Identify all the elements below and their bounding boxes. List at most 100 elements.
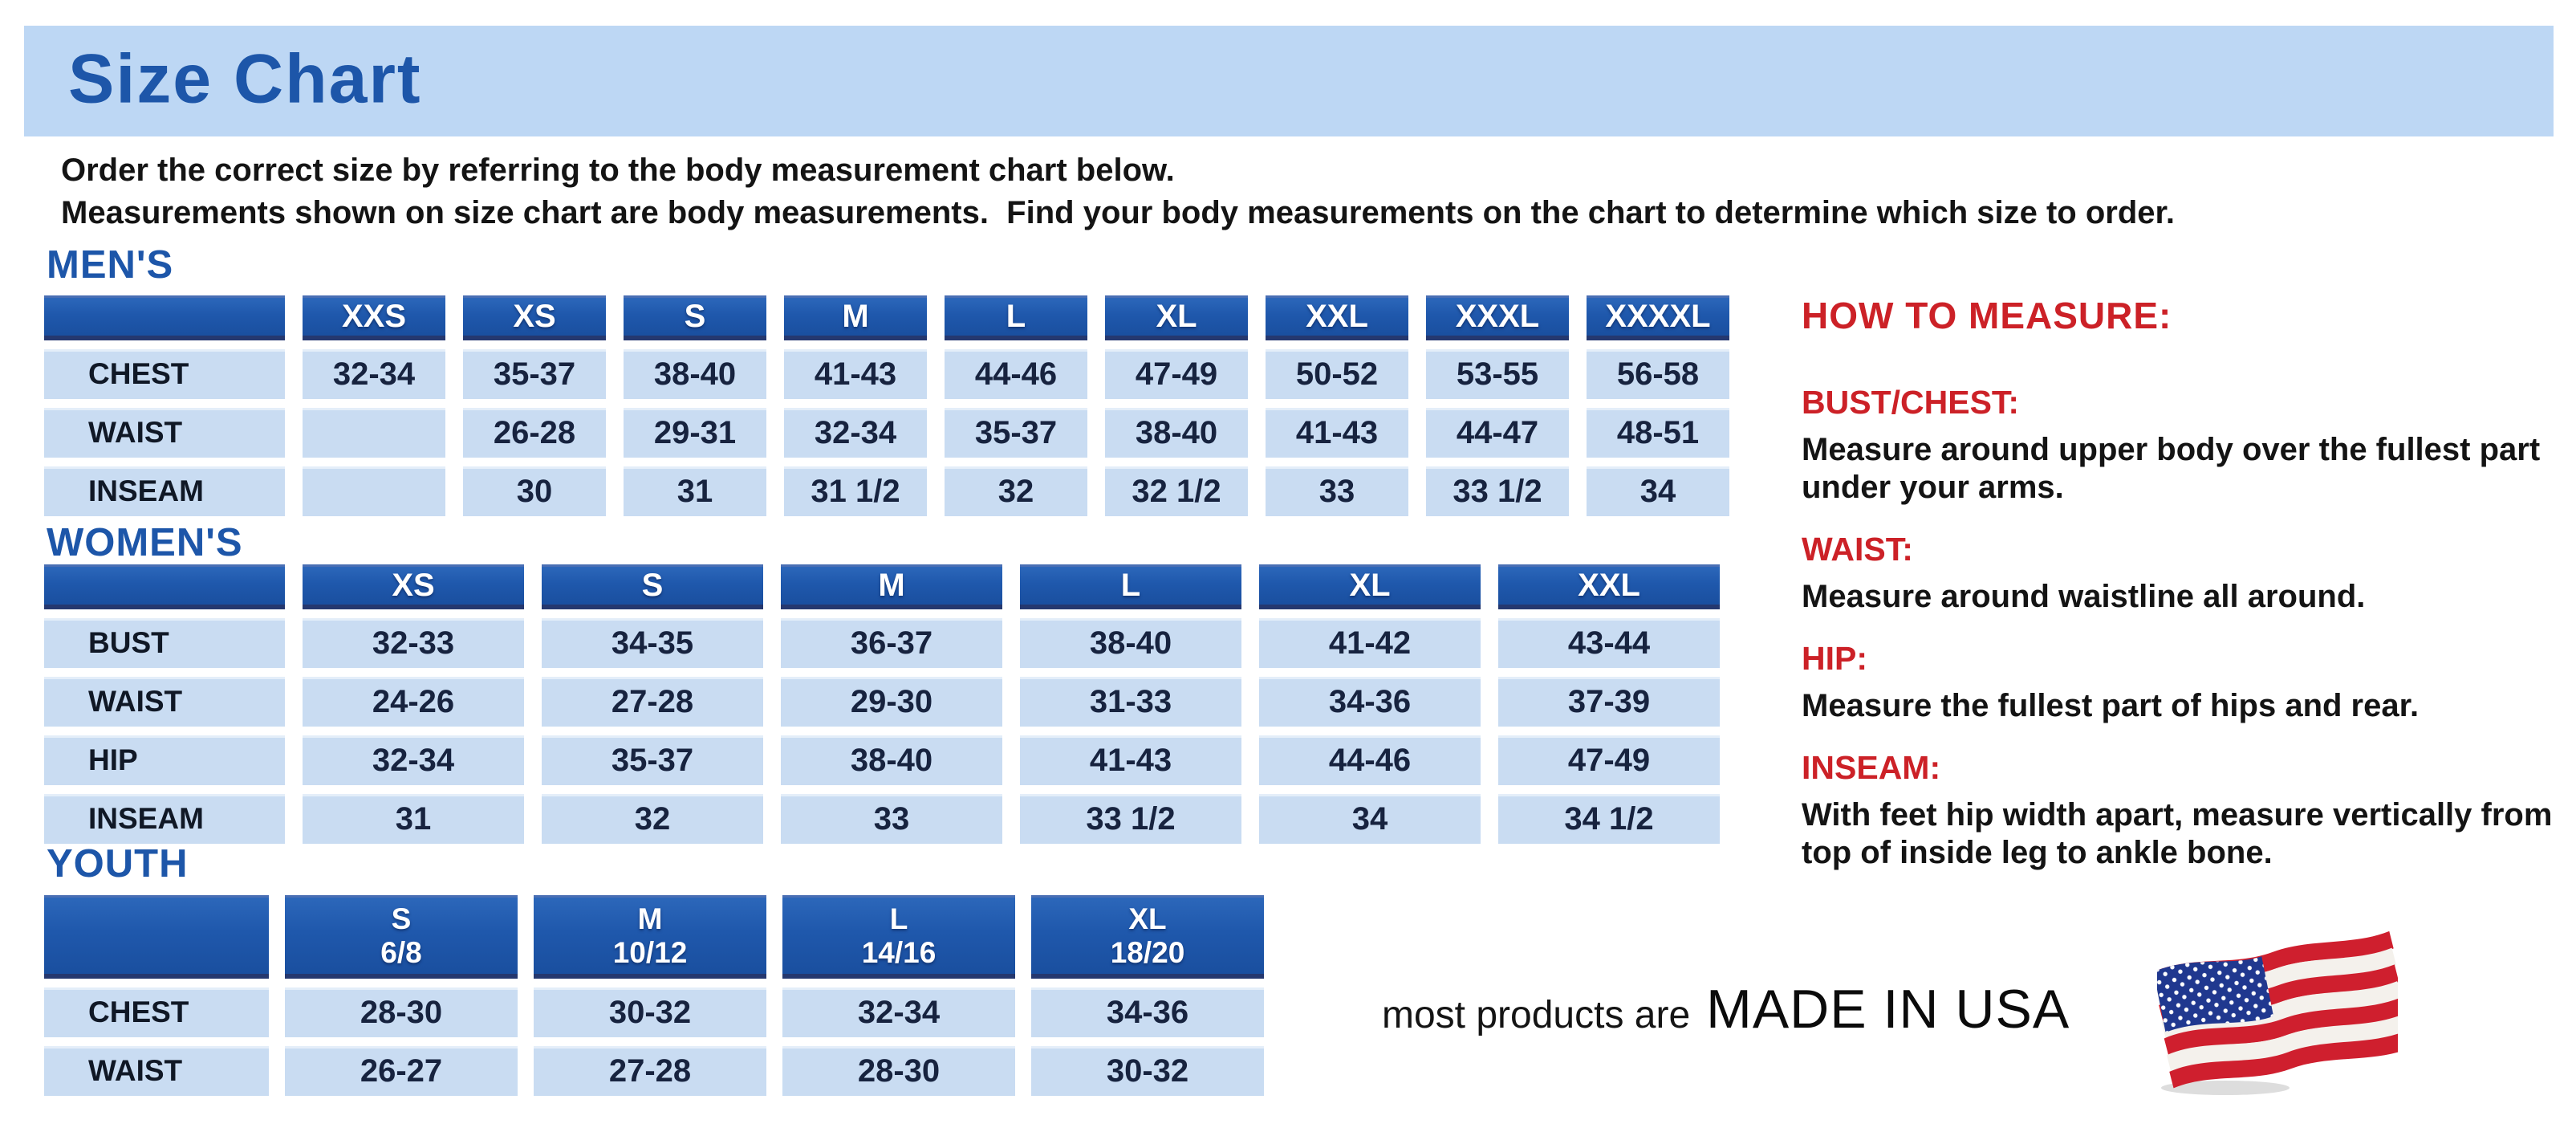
title-banner: Size Chart [24,26,2554,136]
womens-bust-xl-cell: 41-42 [1259,618,1481,668]
mens-waist-m-cell: 32-34 [784,408,927,458]
womens-size-table: XS S M L XL XXL BUST 32-33 34-35 36-37 38-40 41-42 4… [44,564,1720,844]
intro-paragraph: Order the correct size by referring to t… [61,149,2175,234]
mens-waist-s-cell: 29-31 [624,408,766,458]
mens-inseam-l-cell: 32 [945,466,1087,516]
howto-label-waist: WAIST: [1802,531,1913,568]
womens-waist-s-cell: 27-28 [542,677,763,727]
mens-header-xl: XL [1105,295,1248,340]
womens-header-s: S [542,564,763,609]
howto-text-inseam: With feet hip width apart, measure verti… [1802,797,2553,870]
womens-bust-m-cell: 36-37 [781,618,1002,668]
youth-chest-s-6-8-cell: 28-30 [285,987,518,1037]
youth-waist-s-6-8-cell: 26-27 [285,1046,518,1096]
howto-text-waist: Measure around waistline all around. [1802,579,2366,614]
youth-chest-l-14-16-cell: 32-34 [782,987,1015,1037]
mens-header-xxxl: XXXL [1426,295,1569,340]
howto-label-hip: HIP: [1802,640,1867,677]
section-heading-mens: MEN'S [47,243,174,287]
womens-bust-xs-cell: 32-33 [303,618,524,668]
section-heading-womens: WOMEN'S [47,521,243,564]
womens-waist-m-cell: 29-30 [781,677,1002,727]
youth-header-s-6-8: S 6/8 [285,895,518,979]
womens-hip-xs-cell: 32-34 [303,735,524,785]
womens-inseam-xxl-cell: 34 1/2 [1498,794,1720,844]
womens-row-label-inseam: INSEAM [44,794,285,844]
mens-chest-xl-cell: 47-49 [1105,349,1248,399]
mens-chest-xs-cell: 35-37 [463,349,606,399]
mens-header-xs: XS [463,295,606,340]
youth-size-table: S 6/8 M 10/12 L 14/16 XL 18/20 CHEST 28-30 30-… [44,895,1264,1096]
mens-header-xxxxl: XXXXL [1587,295,1729,340]
mens-inseam-xxs-cell [303,466,445,516]
how-to-measure-title: HOW TO MEASURE: [1802,295,2172,336]
howto-text-hip: Measure the fullest part of hips and rea… [1802,688,2420,723]
section-heading-youth: YOUTH [47,842,189,886]
womens-inseam-l-cell: 33 1/2 [1020,794,1241,844]
intro-line-2: Measurements shown on size chart are bod… [61,195,2175,230]
mens-chest-xxl-cell: 50-52 [1266,349,1408,399]
mens-inseam-xxxl-cell: 33 1/2 [1426,466,1569,516]
womens-row-label-hip: HIP [44,735,285,785]
youth-chest-m-10-12-cell: 30-32 [534,987,766,1037]
page-title: Size Chart [68,40,422,118]
mens-waist-xxxxl-cell: 48-51 [1587,408,1729,458]
footer-prefix: most products are [1382,994,1691,1036]
mens-inseam-m-cell: 31 1/2 [784,466,927,516]
womens-inseam-s-cell: 32 [542,794,763,844]
womens-header-corner [44,564,285,609]
womens-inseam-xl-cell: 34 [1259,794,1481,844]
howto-text-bust-chest: Measure around upper body over the fulle… [1802,432,2541,505]
womens-inseam-xs-cell: 31 [303,794,524,844]
womens-header-xl: XL [1259,564,1481,609]
womens-hip-xl-cell: 44-46 [1259,735,1481,785]
womens-hip-s-cell: 35-37 [542,735,763,785]
womens-bust-s-cell: 34-35 [542,618,763,668]
mens-inseam-xs-cell: 30 [463,466,606,516]
womens-waist-xl-cell: 34-36 [1259,677,1481,727]
mens-waist-xxl-cell: 41-43 [1266,408,1408,458]
womens-row-label-bust: BUST [44,618,285,668]
womens-hip-xxl-cell: 47-49 [1498,735,1720,785]
mens-chest-m-cell: 41-43 [784,349,927,399]
mens-waist-xxxl-cell: 44-47 [1426,408,1569,458]
mens-header-corner [44,295,285,340]
mens-chest-l-cell: 44-46 [945,349,1087,399]
youth-chest-xl-18-20-cell: 34-36 [1031,987,1264,1037]
womens-row-label-waist: WAIST [44,677,285,727]
mens-waist-xs-cell: 26-28 [463,408,606,458]
womens-bust-xxl-cell: 43-44 [1498,618,1720,668]
womens-hip-m-cell: 38-40 [781,735,1002,785]
womens-waist-l-cell: 31-33 [1020,677,1241,727]
mens-inseam-s-cell: 31 [624,466,766,516]
youth-header-m-10-12: M 10/12 [534,895,766,979]
womens-waist-xxl-cell: 37-39 [1498,677,1720,727]
mens-header-xxl: XXL [1266,295,1408,340]
usa-flag-icon [2152,927,2411,1104]
youth-row-label-waist: WAIST [44,1046,269,1096]
youth-header-xl-18-20: XL 18/20 [1031,895,1264,979]
womens-hip-l-cell: 41-43 [1020,735,1241,785]
womens-header-xxl: XXL [1498,564,1720,609]
womens-header-xs: XS [303,564,524,609]
intro-line-1: Order the correct size by referring to t… [61,153,1175,188]
mens-waist-xl-cell: 38-40 [1105,408,1248,458]
womens-header-m: M [781,564,1002,609]
mens-header-xxs: XXS [303,295,445,340]
youth-waist-m-10-12-cell: 27-28 [534,1046,766,1096]
mens-chest-xxs-cell: 32-34 [303,349,445,399]
mens-header-s: S [624,295,766,340]
youth-header-corner [44,895,269,979]
mens-row-label-waist: WAIST [44,408,285,458]
mens-header-l: L [945,295,1087,340]
how-to-measure-section: HOW TO MEASURE: BUST/CHEST: Measure aroun… [1802,294,2572,872]
youth-waist-xl-18-20-cell: 30-32 [1031,1046,1264,1096]
youth-waist-l-14-16-cell: 28-30 [782,1046,1015,1096]
mens-chest-xxxxl-cell: 56-58 [1587,349,1729,399]
mens-waist-xxs-cell [303,408,445,458]
womens-waist-xs-cell: 24-26 [303,677,524,727]
mens-size-table: XXS XS S M L XL XXL XXXL XXXXL CHEST 32-34 35-37 38-… [44,295,1729,516]
mens-row-label-chest: CHEST [44,349,285,399]
mens-row-label-inseam: INSEAM [44,466,285,516]
mens-chest-s-cell: 38-40 [624,349,766,399]
